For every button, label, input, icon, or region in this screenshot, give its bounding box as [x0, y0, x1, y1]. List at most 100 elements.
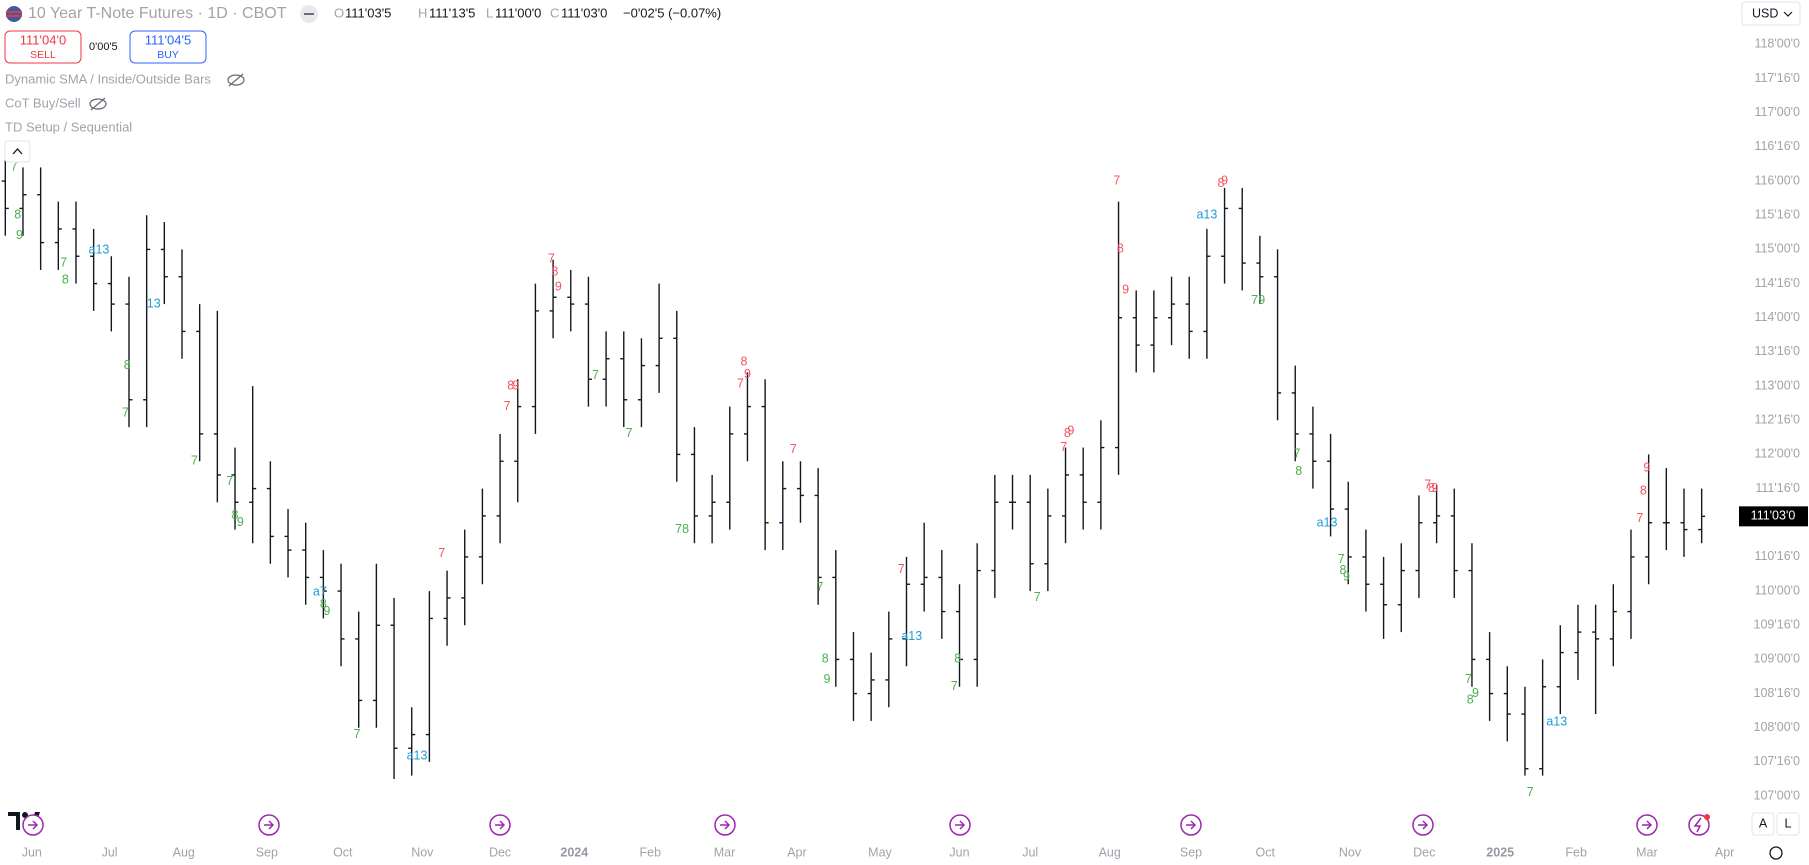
hidden-eye-icon[interactable] — [89, 97, 107, 111]
td-label: 9 — [512, 378, 519, 392]
y-tick-label: 116'16'0 — [1754, 139, 1800, 153]
symbol-title[interactable]: 10 Year T-Note Futures · 1D · CBOT — [28, 5, 287, 22]
td-label: 7 — [1338, 552, 1345, 566]
x-tick-label: Nov — [411, 845, 434, 859]
td-label: a13 — [89, 242, 110, 256]
y-tick-label: 114'16'0 — [1754, 276, 1800, 290]
sell-label: SELL — [30, 49, 56, 61]
currency-button[interactable] — [1741, 1, 1801, 26]
event-bar — [22, 814, 1710, 836]
td-label: 7 — [626, 426, 633, 440]
td-label: 7 — [675, 522, 682, 536]
td-label: 8 — [507, 378, 514, 392]
last-price-tag — [1739, 506, 1808, 527]
alert-dot — [1704, 814, 1710, 820]
td-label: 8 — [954, 652, 961, 666]
td-label: 8 — [682, 522, 689, 536]
flag-stripe — [6, 15, 22, 17]
event-arrow — [28, 820, 39, 830]
y-tick-label: 109'00'0 — [1754, 652, 1801, 666]
event-arrow — [264, 820, 275, 830]
td-label: 8 — [1428, 481, 1435, 495]
indicator-name[interactable]: Dynamic SMA / Inside/Outside Bars — [5, 71, 211, 86]
td-label: a13 — [901, 629, 922, 643]
indicator-name[interactable]: TD Setup / Sequential — [5, 119, 132, 134]
td-label: 8 — [1117, 242, 1124, 256]
td-label: 7 — [1636, 511, 1643, 525]
td-label: 9 — [1221, 173, 1228, 187]
header: 10 Year T-Note Futures · 1D · CBOT O 111… — [4, 5, 721, 163]
td-label: 8 — [1064, 426, 1071, 440]
td-label: 8 — [232, 508, 239, 522]
y-tick-label: 109'16'0 — [1754, 618, 1801, 632]
td-label: 13 — [147, 296, 161, 310]
flag-icon — [6, 6, 22, 22]
y-tick-label: 113'00'0 — [1754, 378, 1800, 392]
td-label: 7 — [951, 679, 958, 693]
x-tick-label: Jun — [949, 845, 969, 859]
buy-price: 111'04'5 — [145, 32, 191, 47]
ohlc-value: 111'00'0 — [495, 5, 541, 20]
last-price-label: 111'03'0 — [1751, 509, 1796, 523]
x-tick-label: Dec — [489, 845, 511, 859]
change: −0'02'5 (−0.07%) — [623, 5, 721, 20]
collapse-indicators[interactable] — [4, 140, 31, 163]
td-label: 7 — [898, 562, 905, 576]
log-scale-button[interactable] — [1776, 812, 1800, 836]
td-label: 8 — [822, 652, 829, 666]
dropdown-icon — [1783, 11, 1793, 17]
td-label: 8 — [320, 597, 327, 611]
hidden-eye-icon[interactable] — [227, 73, 245, 87]
td-label: 7 — [438, 546, 445, 560]
ohlc-key: H — [418, 5, 427, 20]
event-arrow — [495, 820, 506, 830]
td-label: 9 — [1258, 293, 1265, 307]
y-tick-label: 114'00'0 — [1754, 310, 1800, 324]
ohlc-value: 111'03'0 — [561, 5, 607, 20]
x-tick-label: Jul — [102, 845, 118, 859]
flag-stripe — [6, 11, 22, 13]
indicator-name[interactable]: CoT Buy/Sell — [5, 95, 81, 110]
td-label: 9 — [1643, 460, 1650, 474]
ohlc-key: O — [334, 5, 344, 20]
x-tick-label: Aug — [173, 845, 195, 859]
alert-icon[interactable] — [1688, 814, 1710, 836]
td-label: 7 — [1034, 590, 1041, 604]
td-label: 7 — [122, 406, 129, 420]
y-tick-label: 117'16'0 — [1754, 71, 1800, 85]
td-label: 8 — [124, 358, 131, 372]
td-label: a13 — [1196, 208, 1217, 222]
td-label: 7 — [60, 255, 67, 269]
buy-button[interactable] — [129, 30, 207, 64]
x-tick-label: Oct — [1255, 845, 1275, 859]
td-label: 7 — [1251, 293, 1258, 307]
auto-scale-button[interactable] — [1751, 812, 1775, 836]
td-label: 7 — [11, 160, 18, 174]
y-tick-label: 110'00'0 — [1754, 583, 1800, 597]
td-label: 8 — [14, 208, 21, 222]
ohlc-value: 111'03'5 — [345, 5, 391, 20]
sell-button[interactable] — [4, 30, 82, 64]
event-arrow — [1418, 820, 1429, 830]
td-label: 9 — [16, 228, 23, 242]
y-tick-label: 112'16'0 — [1754, 413, 1800, 427]
td-label: 9 — [555, 279, 562, 293]
td-label: 8 — [1339, 563, 1346, 577]
td-label: 9 — [1122, 283, 1129, 297]
event-arrow — [1186, 820, 1197, 830]
td-label: 7 — [191, 454, 198, 468]
x-tick-label: Mar — [1636, 845, 1658, 859]
y-tick-label: 115'16'0 — [1754, 208, 1800, 222]
td-label: 7 — [816, 580, 823, 594]
settings-icon[interactable] — [1769, 846, 1783, 860]
td-label: 8 — [1640, 484, 1647, 498]
log-scale-label: L — [1785, 816, 1792, 830]
x-tick-label: 2024 — [560, 845, 588, 859]
td-label: 7 — [1294, 447, 1301, 461]
td-label: a13 — [1546, 715, 1567, 729]
td-label: 7 — [353, 727, 360, 741]
y-tick-label: 112'00'0 — [1754, 447, 1800, 461]
currency-label: USD — [1752, 6, 1778, 20]
td-label: 9 — [823, 672, 830, 686]
